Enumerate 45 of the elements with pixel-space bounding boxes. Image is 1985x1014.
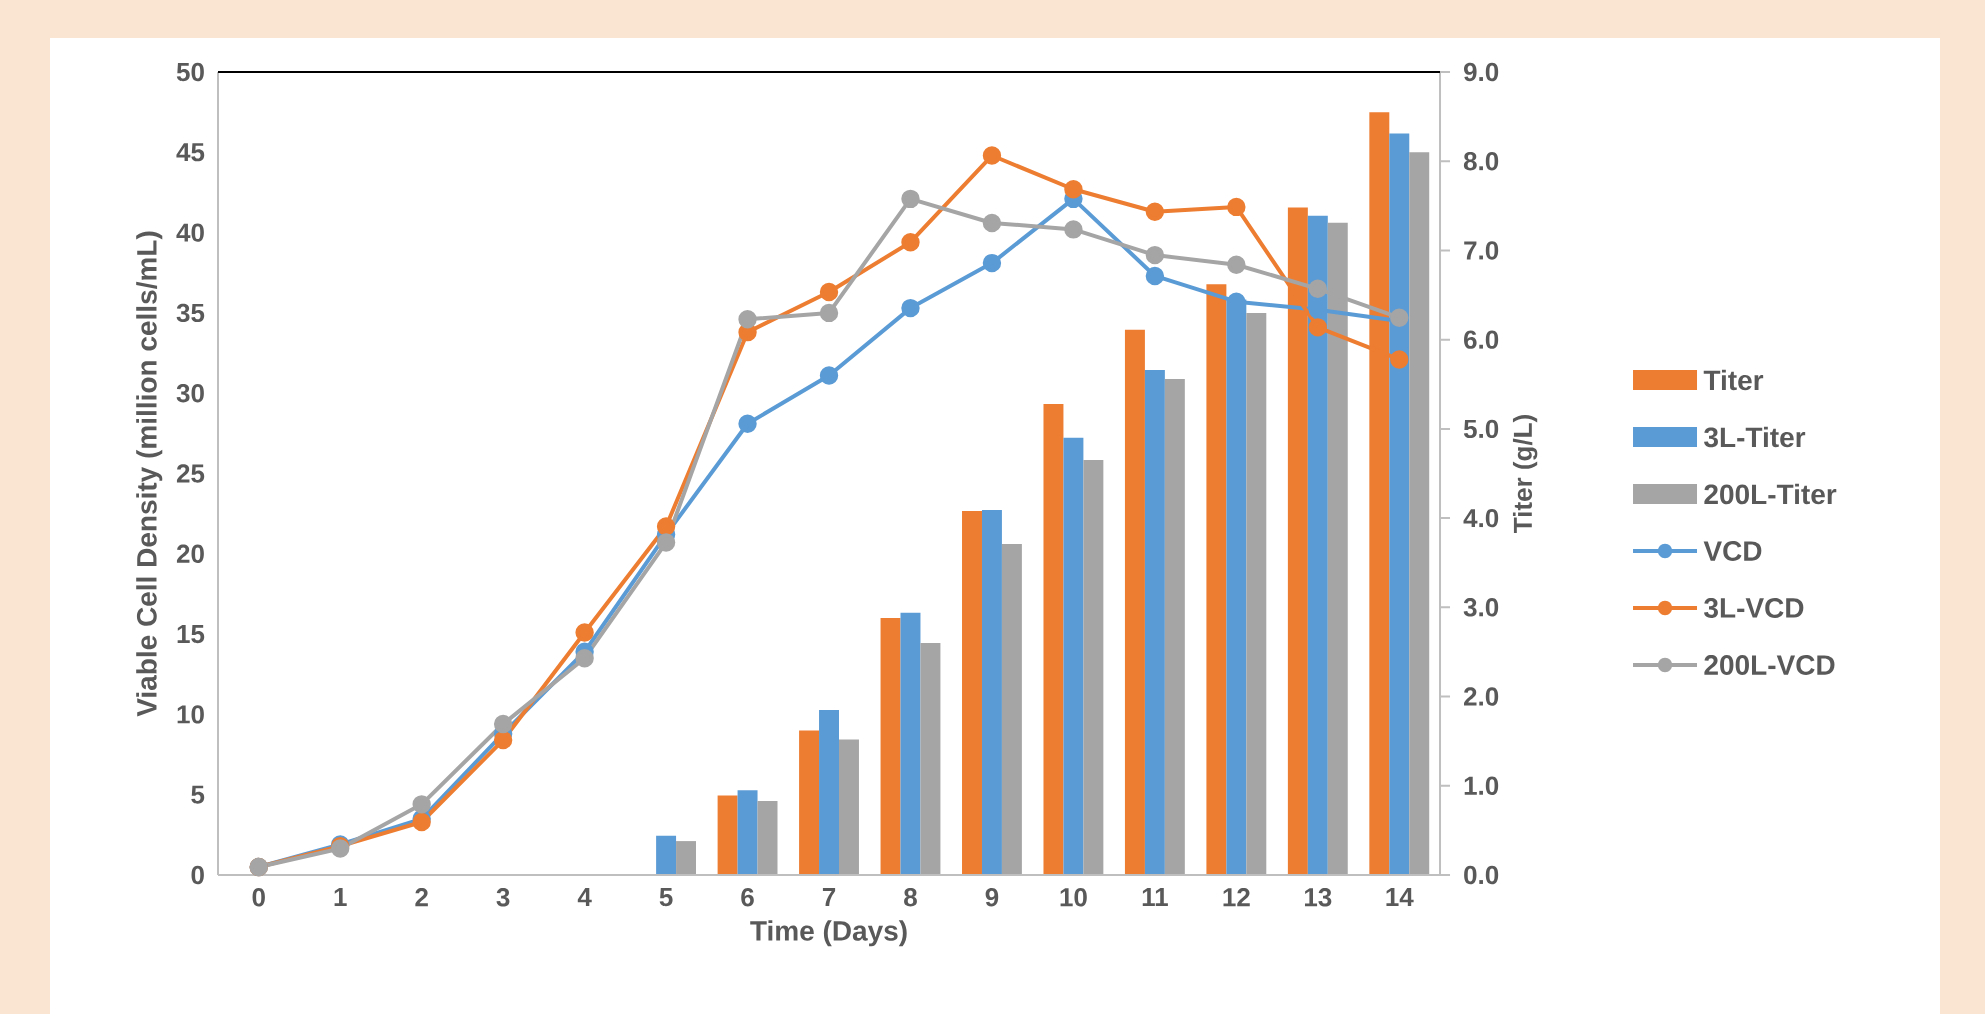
x-tick-label: 0 bbox=[252, 888, 265, 907]
x-tick-label: 2 bbox=[415, 888, 428, 907]
x-axis-title: Time (Days) bbox=[750, 920, 907, 947]
legend-label: 3L-VCD bbox=[1704, 598, 1804, 618]
y2-tick-label: 7.0 bbox=[1464, 241, 1499, 260]
legend-label: 200L-Titer bbox=[1704, 483, 1837, 505]
x-tick-label: 3 bbox=[496, 888, 510, 907]
y-tick-label: 25 bbox=[176, 464, 205, 483]
y2-tick-label: 8.0 bbox=[1463, 152, 1499, 171]
y2-tick-label: 9.0 bbox=[1464, 62, 1499, 82]
x-tick-label: 11 bbox=[1142, 888, 1168, 906]
x-tick-label: 10 bbox=[1060, 888, 1087, 907]
y-tick-label: 15 bbox=[177, 625, 205, 644]
y-tick-label: 30 bbox=[176, 383, 204, 403]
y2-tick-label: 1.0 bbox=[1464, 776, 1499, 795]
x-tick-label: 5 bbox=[659, 888, 673, 907]
y-tick-label: 0 bbox=[191, 865, 204, 885]
y-tick-label: 50 bbox=[176, 62, 204, 82]
y-tick-label: 5 bbox=[191, 785, 205, 804]
x-tick-label: 7 bbox=[822, 888, 836, 906]
x-tick-label: 14 bbox=[1386, 888, 1414, 906]
y2-tick-label: 3.0 bbox=[1463, 598, 1499, 617]
y2-tick-label: 4.0 bbox=[1463, 508, 1499, 528]
legend-label: 3L-Titer bbox=[1704, 426, 1806, 448]
x-tick-label: 8 bbox=[904, 888, 917, 907]
x-tick-label: 9 bbox=[985, 888, 999, 907]
y2-tick-label: 6.0 bbox=[1464, 330, 1499, 349]
x-tick-label: 12 bbox=[1223, 888, 1250, 907]
y-axis-title: Viable Cell Density (million cells/mL) bbox=[136, 231, 163, 717]
y2-tick-label: 2.0 bbox=[1464, 687, 1499, 706]
y-tick-label: 40 bbox=[176, 223, 204, 242]
y-tick-label: 10 bbox=[177, 705, 204, 724]
y2-axis-title: Titer (g/L) bbox=[1512, 415, 1538, 533]
legend-label: Titer bbox=[1703, 369, 1764, 391]
y2-tick-label: 0.0 bbox=[1464, 865, 1499, 885]
legend-label: VCD bbox=[1703, 541, 1762, 561]
y2-tick-label: 5.0 bbox=[1463, 419, 1499, 439]
x-tick-label: 4 bbox=[577, 888, 592, 906]
x-tick-label: 1 bbox=[334, 888, 347, 906]
y-tick-label: 35 bbox=[176, 303, 205, 323]
y-tick-label: 20 bbox=[176, 544, 204, 563]
y-tick-label: 45 bbox=[176, 143, 205, 162]
x-tick-label: 6 bbox=[741, 888, 754, 907]
x-tick-label: 13 bbox=[1304, 888, 1332, 907]
legend-label: 200L-VCD bbox=[1704, 655, 1835, 675]
